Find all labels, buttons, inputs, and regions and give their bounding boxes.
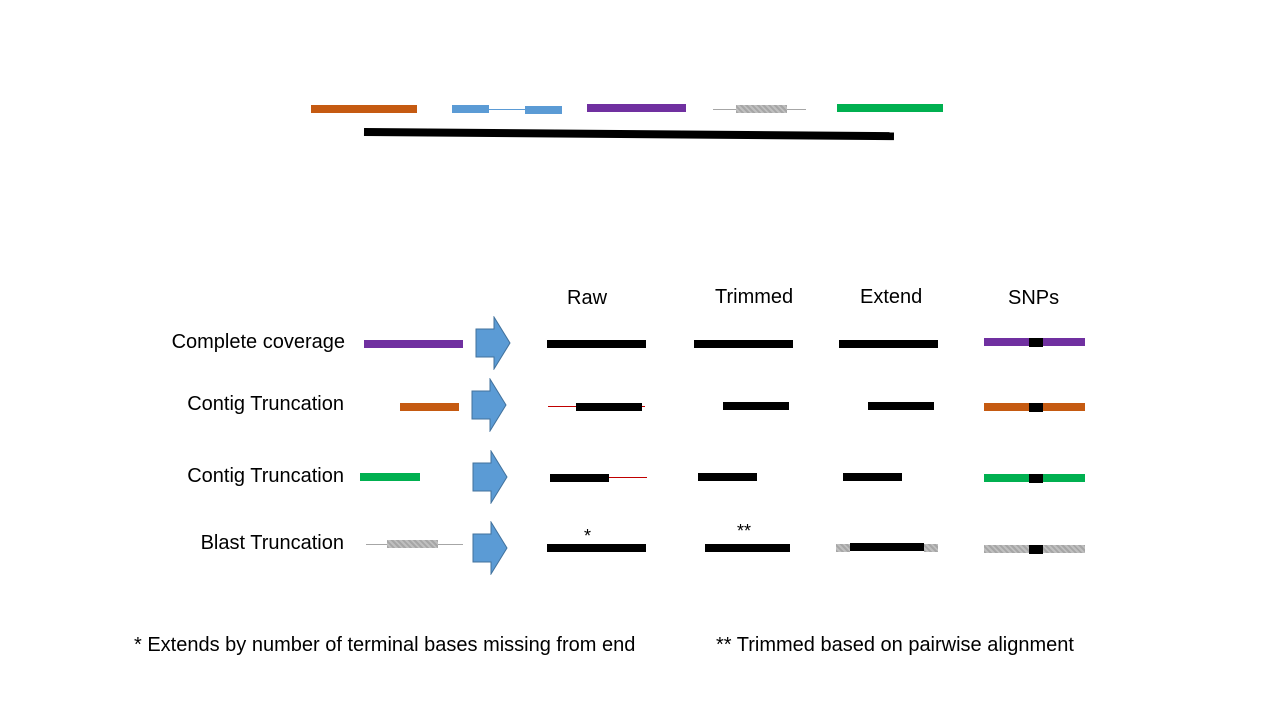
trimmed-bar bbox=[694, 340, 793, 348]
right-arrow-icon bbox=[472, 521, 508, 575]
extend-bar bbox=[850, 543, 924, 551]
raw-bar bbox=[547, 340, 646, 348]
raw-bar bbox=[550, 474, 609, 482]
gray-contig-fragment bbox=[736, 105, 787, 113]
column-header-extend: Extend bbox=[860, 286, 923, 308]
row-label: Contig Truncation bbox=[187, 393, 344, 415]
right-arrow-icon bbox=[472, 450, 508, 504]
purple-contig-fragment bbox=[587, 104, 686, 112]
snp-marker bbox=[1029, 403, 1043, 412]
footnote-trim: ** Trimmed based on pairwise alignment bbox=[716, 634, 1074, 656]
trimmed-bar bbox=[723, 402, 789, 410]
raw-bar bbox=[576, 403, 642, 411]
blue-contig-gap bbox=[489, 109, 525, 110]
green-contig-bar bbox=[360, 473, 420, 481]
trimmed-bar bbox=[698, 473, 757, 481]
orange-contig-bar bbox=[400, 403, 459, 411]
snp-marker bbox=[1029, 474, 1043, 483]
reference-sequence-bar bbox=[363, 128, 895, 141]
blue-contig-fragment-right bbox=[525, 106, 562, 114]
row-label: Blast Truncation bbox=[200, 532, 344, 554]
extend-bar bbox=[868, 402, 934, 410]
column-header-trimmed: Trimmed bbox=[715, 286, 794, 308]
extend-bar bbox=[839, 340, 938, 348]
blue-contig-fragment-left bbox=[452, 105, 489, 113]
column-header-snps: SNPs bbox=[1008, 287, 1060, 309]
snp-marker bbox=[1029, 545, 1043, 554]
purple-contig-bar bbox=[364, 340, 463, 348]
raw-bar bbox=[547, 544, 646, 552]
right-arrow-icon bbox=[475, 316, 511, 370]
extend-flank-left bbox=[836, 544, 850, 552]
extend-bar bbox=[843, 473, 902, 481]
row-label: Contig Truncation bbox=[187, 465, 344, 487]
gray-contig-flank-left bbox=[713, 109, 736, 110]
snp-marker bbox=[1029, 338, 1043, 347]
footnote-extend: * Extends by number of terminal bases mi… bbox=[134, 634, 636, 656]
trimmed-bar bbox=[705, 544, 790, 552]
right-arrow-icon bbox=[471, 378, 507, 432]
raw-overhang-line bbox=[609, 477, 647, 478]
green-contig-fragment bbox=[837, 104, 943, 112]
trim-footnote-mark: ** bbox=[737, 521, 752, 541]
gray-contig-flank-right bbox=[787, 109, 806, 110]
orange-contig-fragment bbox=[311, 105, 417, 113]
row-label: Complete coverage bbox=[171, 331, 345, 353]
column-header-raw: Raw bbox=[567, 287, 608, 309]
gray-contig-bar bbox=[387, 540, 438, 548]
extend-footnote-mark: * bbox=[584, 526, 592, 546]
extend-flank-right bbox=[924, 544, 938, 552]
